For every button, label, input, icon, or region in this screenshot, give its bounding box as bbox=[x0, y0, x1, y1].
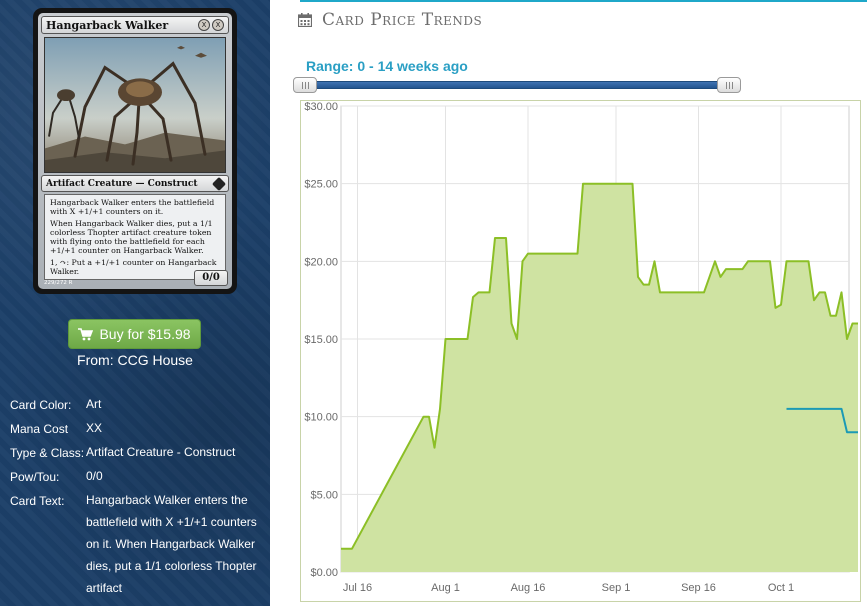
y-tick-label: $0.00 bbox=[310, 567, 338, 579]
range-label: Range: 0 - 14 weeks ago bbox=[306, 58, 468, 74]
detail-label-card-text: Card Text: bbox=[10, 494, 65, 508]
card-rules-text: Hangarback Walker enters the battlefield… bbox=[44, 194, 226, 280]
buy-button-label: Buy for $15.98 bbox=[99, 326, 191, 342]
seller-label: From: CCG House bbox=[77, 352, 193, 368]
detail-label-card-color: Card Color: bbox=[10, 398, 72, 412]
y-tick-label: $5.00 bbox=[310, 489, 338, 501]
section-title: Card Price Trends bbox=[322, 10, 483, 30]
x-tick-label: Sep 1 bbox=[602, 582, 631, 594]
power-toughness-box: 0/0 bbox=[194, 270, 228, 286]
mana-cost: X X bbox=[198, 19, 224, 31]
collector-number: 229/272 R bbox=[44, 280, 73, 286]
x-tick-label: Aug 16 bbox=[511, 582, 546, 594]
range-handle-start[interactable] bbox=[293, 77, 317, 93]
price-series-line-1 bbox=[341, 182, 858, 550]
y-tick-label: $20.00 bbox=[304, 256, 338, 268]
price-chart: $0.00 $5.00 $10.00 $15.00 $20.00 $25.00 $30.00… bbox=[300, 100, 861, 602]
price-chart-svg: $0.00 $5.00 $10.00 $15.00 $20.00 $25.00 $30.00… bbox=[304, 101, 858, 594]
range-handle-end[interactable] bbox=[717, 77, 741, 93]
x-tick-label: Aug 1 bbox=[431, 582, 460, 594]
accent-rule bbox=[300, 0, 867, 2]
detail-label-pow-tou: Pow/Tou: bbox=[10, 470, 60, 484]
card-frame: Hangarback Walker X X bbox=[38, 13, 232, 289]
price-area-fill bbox=[341, 183, 858, 572]
card-artwork bbox=[44, 37, 226, 173]
detail-value-mana-cost: XX bbox=[86, 421, 103, 435]
card-type-bar: Artifact Creature — Construct bbox=[41, 175, 229, 192]
detail-label-type-class: Type & Class: bbox=[10, 446, 85, 460]
x-tick-label: Jul 16 bbox=[343, 582, 372, 594]
y-tick-label: $30.00 bbox=[304, 101, 338, 113]
card-sidebar: Hangarback Walker X X bbox=[0, 0, 270, 606]
y-tick-label: $25.00 bbox=[304, 179, 338, 191]
rules-paragraph: Hangarback Walker enters the battlefield… bbox=[50, 198, 215, 216]
mana-symbol-x: X bbox=[198, 19, 210, 31]
range-slider-track[interactable] bbox=[293, 81, 741, 89]
detail-value-pow-tou: 0/0 bbox=[86, 469, 103, 483]
x-tick-label: Oct 1 bbox=[768, 582, 794, 594]
card-name: Hangarback Walker bbox=[46, 18, 169, 32]
x-tick-label: Sep 16 bbox=[681, 582, 716, 594]
card-type-line: Artifact Creature — Construct bbox=[46, 178, 198, 189]
set-symbol-icon bbox=[211, 176, 227, 191]
card-image: Hangarback Walker X X bbox=[33, 8, 237, 294]
y-tick-label: $10.00 bbox=[304, 412, 338, 424]
section-header: Card Price Trends bbox=[298, 10, 482, 30]
shopping-cart-icon bbox=[78, 327, 94, 340]
construct-artwork-illustration bbox=[45, 38, 225, 172]
y-tick-label: $15.00 bbox=[304, 334, 338, 346]
detail-value-type-class: Artifact Creature - Construct bbox=[86, 445, 236, 459]
buy-button[interactable]: Buy for $15.98 bbox=[68, 319, 201, 349]
detail-value-card-color: Art bbox=[86, 397, 102, 411]
range-slider[interactable] bbox=[293, 77, 741, 93]
detail-value-card-text: Hangarback Walker enters the battlefield… bbox=[86, 493, 257, 595]
detail-label-mana-cost: Mana Cost bbox=[10, 422, 69, 436]
calendar-icon bbox=[298, 13, 312, 27]
price-series-line-2 bbox=[786, 407, 858, 434]
mana-symbol-x: X bbox=[212, 19, 224, 31]
rules-paragraph: 1, ↷: Put a +1/+1 counter on Hangarback … bbox=[50, 258, 217, 276]
card-title-bar: Hangarback Walker X X bbox=[41, 16, 229, 34]
rules-paragraph: When Hangarback Walker dies, put a 1/1 c… bbox=[50, 219, 213, 255]
